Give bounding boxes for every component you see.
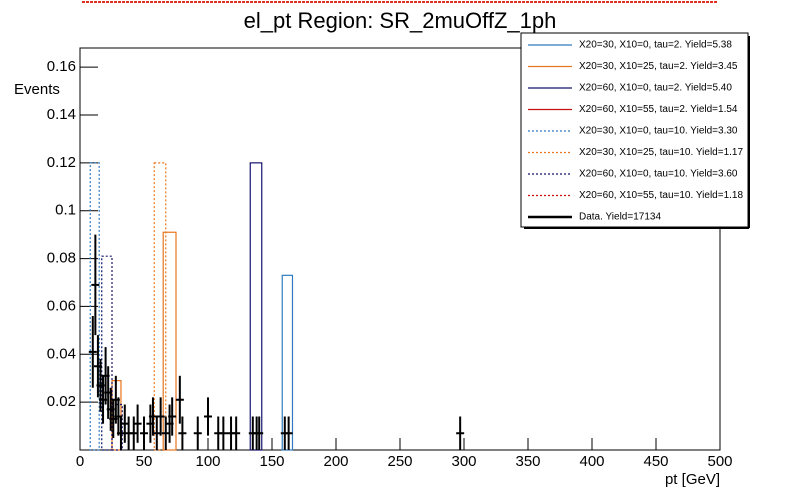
x-tick-label: 100 [195,453,220,470]
y-tick-label: 0.16 [47,58,76,75]
legend-label: Data. Yield=17134 [579,212,661,223]
legend-label: X20=30, X10=25, tau=10. Yield=1.17 [579,147,743,158]
y-tick-label: 0.1 [55,202,76,219]
y-axis-label: Events [14,81,60,98]
legend-label: X20=30, X10=0, tau=2. Yield=5.38 [579,40,732,51]
y-tick-label: 0.12 [47,154,76,171]
x-tick-label: 0 [76,453,84,470]
y-tick-label: 0.06 [47,297,76,314]
legend-label: X20=30, X10=0, tau=10. Yield=3.30 [579,126,738,137]
y-tick-label: 0.02 [47,393,76,410]
y-tick-label: 0.04 [47,345,76,362]
legend-label: X20=60, X10=55, tau=10. Yield=1.18 [579,190,743,201]
legend-box [520,32,749,228]
x-tick-label: 350 [515,453,540,470]
x-tick-label: 200 [323,453,348,470]
histogram-bin [89,162,100,451]
legend-label: X20=60, X10=0, tau=2. Yield=5.40 [579,83,732,94]
legend-label: X20=60, X10=55, tau=2. Yield=1.54 [579,104,738,115]
legend-label: X20=30, X10=25, tau=2. Yield=3.45 [579,61,738,72]
y-tick-label: 0.14 [47,106,76,123]
histogram-bin [111,403,123,451]
x-tick-label: 300 [451,453,476,470]
histogram-bin [162,231,177,451]
histogram-bin [153,162,167,451]
x-tick-label: 500 [707,453,732,470]
x-tick-label: 250 [387,453,412,470]
histogram-bin [101,255,113,451]
x-axis-label: pt [GeV] [665,471,720,488]
x-tick-label: 400 [579,453,604,470]
y-tick-label: 0.08 [47,250,76,267]
x-tick-label: 450 [643,453,668,470]
x-tick-label: 150 [259,453,284,470]
legend-label: X20=60, X10=0, tau=10. Yield=3.60 [579,169,738,180]
chart-title: el_pt Region: SR_2muOffZ_1ph [244,8,557,33]
x-tick-label: 50 [136,453,153,470]
histogram-bin [281,274,294,451]
